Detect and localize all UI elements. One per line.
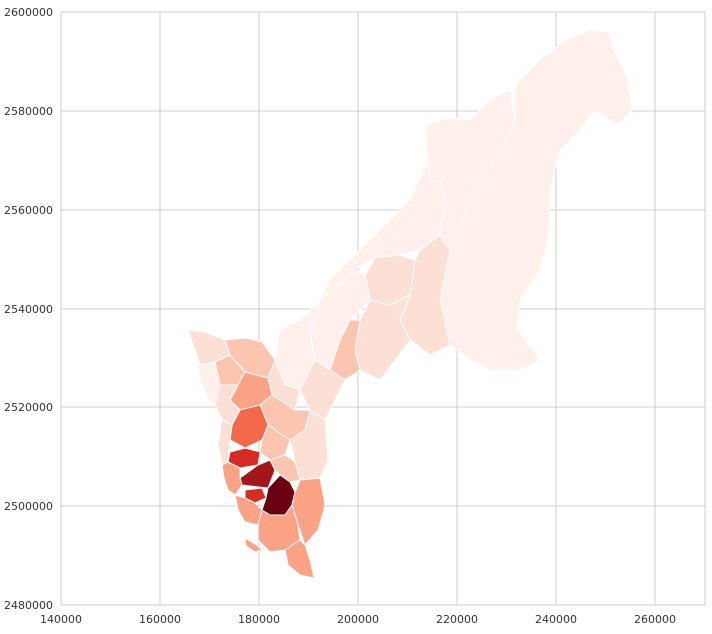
y-tick-label: 2600000 xyxy=(4,6,53,19)
district-orange-2[interactable] xyxy=(221,461,243,496)
y-tick-label: 2480000 xyxy=(4,599,53,612)
district-inner-4[interactable] xyxy=(269,454,301,483)
district-south-1[interactable] xyxy=(257,504,301,553)
district-darker-1[interactable] xyxy=(239,459,276,489)
x-tick-label: 140000 xyxy=(40,613,82,626)
y-tick-label: 2540000 xyxy=(4,303,53,316)
y-axis: 2480000 2500000 2520000 2540000 2560000 … xyxy=(4,6,53,612)
district-red-2[interactable] xyxy=(244,487,267,504)
x-tick-label: 160000 xyxy=(139,613,181,626)
districts xyxy=(187,29,633,579)
district-south-tip[interactable] xyxy=(284,539,315,579)
y-tick-label: 2520000 xyxy=(4,401,53,414)
district-islet[interactable] xyxy=(244,537,263,553)
axes-frame xyxy=(60,11,706,606)
district-north-west[interactable] xyxy=(319,159,446,301)
x-axis: 140000 160000 180000 200000 220000 24000… xyxy=(40,613,676,626)
x-tick-label: 220000 xyxy=(436,613,478,626)
y-tick-label: 2580000 xyxy=(4,105,53,118)
y-tick-label: 2500000 xyxy=(4,500,53,513)
district-central-2[interactable] xyxy=(354,294,411,381)
x-tick-label: 200000 xyxy=(337,613,379,626)
x-tick-label: 240000 xyxy=(535,613,577,626)
x-tick-label: 180000 xyxy=(238,613,280,626)
x-tick-label: 260000 xyxy=(634,613,676,626)
y-tick-label: 2560000 xyxy=(4,204,53,217)
